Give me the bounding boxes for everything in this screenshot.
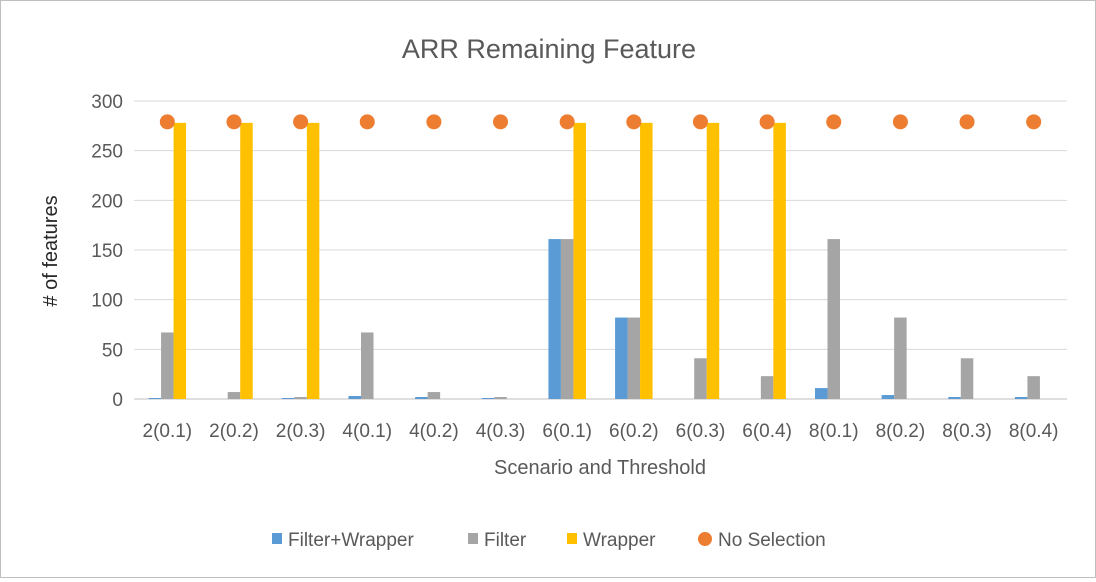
bar-filter bbox=[294, 397, 307, 399]
y-tick-label: 250 bbox=[91, 142, 123, 163]
legend-swatch bbox=[468, 533, 478, 544]
legend-swatch bbox=[272, 533, 282, 544]
bar-filter-wrapper bbox=[548, 239, 561, 399]
bar-filter bbox=[894, 317, 907, 399]
x-tick-label: 4(0.3) bbox=[476, 421, 526, 442]
x-tick-label: 8(0.2) bbox=[876, 421, 926, 442]
bar-filter bbox=[1027, 376, 1040, 399]
x-axis-label: Scenario and Threshold bbox=[494, 457, 706, 479]
markers bbox=[159, 114, 1042, 130]
y-tick-label: 50 bbox=[102, 340, 123, 361]
x-tick-labels: 2(0.1) 2(0.2) 2(0.3) 4(0.1) 4(0.2) 4(0.3) 6(0.… bbox=[143, 421, 1059, 442]
bar-filter bbox=[627, 317, 641, 399]
bar-filter-wrapper bbox=[481, 398, 495, 399]
bar-filter bbox=[494, 397, 507, 399]
x-tick-label: 2(0.2) bbox=[209, 421, 259, 442]
y-tick-label: 0 bbox=[112, 390, 123, 411]
bar-filter-wrapper bbox=[815, 388, 828, 399]
legend-swatch bbox=[567, 533, 577, 544]
bar-wrapper bbox=[706, 122, 720, 399]
bar-filter bbox=[760, 376, 774, 399]
marker-no-selection bbox=[293, 114, 309, 130]
gridlines bbox=[134, 100, 1067, 400]
y-tick-label: 150 bbox=[91, 241, 123, 262]
bar-filter bbox=[161, 332, 174, 399]
bar-wrapper bbox=[640, 122, 653, 399]
marker-no-selection bbox=[559, 114, 575, 130]
x-tick-label: 4(0.2) bbox=[409, 421, 459, 442]
x-tick-label: 2(0.1) bbox=[143, 421, 193, 442]
marker-no-selection bbox=[159, 114, 175, 130]
marker-no-selection bbox=[493, 114, 509, 130]
bar-filter bbox=[361, 332, 374, 399]
x-tick-label: 6(0.1) bbox=[542, 421, 592, 442]
bar-wrapper bbox=[306, 122, 320, 399]
bar-filter-wrapper bbox=[281, 398, 295, 399]
marker-no-selection bbox=[959, 114, 975, 130]
legend-swatch bbox=[698, 532, 712, 546]
marker-no-selection bbox=[426, 114, 442, 130]
x-tick-label: 8(0.1) bbox=[809, 421, 859, 442]
y-tick-label: 300 bbox=[91, 92, 123, 113]
x-tick-label: 2(0.3) bbox=[276, 421, 326, 442]
legend-label: Wrapper bbox=[583, 530, 656, 551]
y-tick-labels: 0 50 100 150 200 250 300 bbox=[91, 92, 123, 411]
bar-filter bbox=[560, 239, 574, 399]
y-axis-label: # of features bbox=[40, 195, 62, 306]
legend: Filter+Wrapper Filter Wrapper No Selection bbox=[272, 530, 826, 551]
y-tick-label: 200 bbox=[91, 191, 123, 212]
bar-filter-wrapper bbox=[348, 396, 361, 399]
marker-no-selection bbox=[826, 114, 842, 130]
bar-filter-wrapper bbox=[415, 397, 428, 399]
bar-filter bbox=[227, 392, 241, 399]
legend-label: Filter bbox=[484, 530, 527, 551]
bars bbox=[148, 122, 1040, 399]
bar-filter bbox=[694, 358, 707, 399]
x-tick-label: 6(0.4) bbox=[742, 421, 792, 442]
bar-filter bbox=[827, 239, 840, 399]
bar-filter-wrapper bbox=[948, 397, 961, 399]
marker-no-selection bbox=[359, 114, 375, 130]
marker-no-selection bbox=[226, 114, 242, 130]
bar-filter-wrapper bbox=[615, 317, 628, 399]
bar-wrapper bbox=[173, 122, 187, 399]
bar-filter bbox=[427, 392, 441, 399]
bar-filter-wrapper bbox=[881, 395, 895, 399]
x-tick-label: 4(0.1) bbox=[342, 421, 392, 442]
bar-wrapper bbox=[240, 122, 253, 399]
chart-title: ARR Remaining Feature bbox=[402, 34, 696, 64]
y-tick-label: 100 bbox=[91, 291, 123, 312]
legend-label: No Selection bbox=[718, 530, 826, 551]
bar-filter bbox=[960, 358, 974, 399]
x-tick-label: 6(0.3) bbox=[676, 421, 726, 442]
bar-wrapper bbox=[573, 122, 586, 399]
bar-filter-wrapper bbox=[1014, 397, 1028, 399]
bar-filter-wrapper bbox=[148, 398, 162, 399]
bar-wrapper bbox=[773, 122, 786, 399]
marker-no-selection bbox=[892, 114, 908, 130]
marker-no-selection bbox=[692, 114, 708, 130]
marker-no-selection bbox=[759, 114, 775, 130]
x-tick-label: 8(0.4) bbox=[1009, 421, 1059, 442]
marker-no-selection bbox=[1026, 114, 1042, 130]
legend-label: Filter+Wrapper bbox=[288, 530, 415, 551]
x-tick-label: 8(0.3) bbox=[942, 421, 992, 442]
x-tick-label: 6(0.2) bbox=[609, 421, 659, 442]
marker-no-selection bbox=[626, 114, 642, 130]
